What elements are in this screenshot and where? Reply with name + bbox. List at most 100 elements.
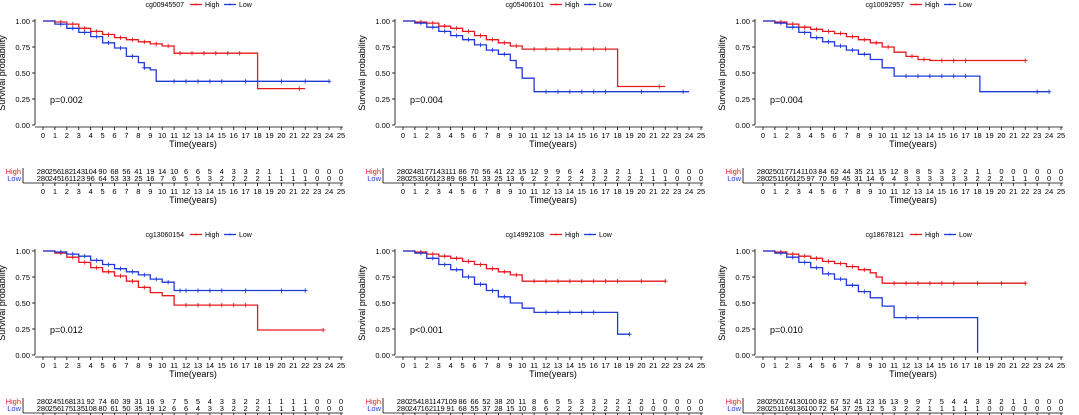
x-tick-label: 1 [53, 361, 57, 370]
x-tick-label: 25 [337, 131, 345, 140]
censor-mark-high [502, 40, 507, 46]
censor-mark-high [891, 281, 897, 286]
x-tick-label: 15 [578, 361, 586, 370]
risk-count-low: 6 [172, 174, 176, 183]
risk-count-low: 16 [146, 174, 154, 183]
risk-count-high: 100 [804, 397, 817, 406]
censor-mark-low [567, 89, 573, 94]
x-tick-label: 14 [206, 361, 214, 370]
censor-mark-low [802, 260, 807, 265]
risk-count-high: 5 [556, 397, 560, 406]
risk-count-low: 0 [675, 174, 679, 183]
x-tick-label: 11 [530, 361, 538, 370]
km-curve-high [43, 20, 306, 90]
censor-mark-low [70, 251, 75, 257]
censor-mark-low [790, 25, 795, 30]
x-tick-label: 14 [926, 131, 934, 140]
risk-count-low: 1 [291, 404, 295, 413]
y-tick-label: 0.00 [15, 121, 30, 130]
censor-mark-high [478, 262, 483, 267]
x-tick-label: 0 [41, 361, 45, 370]
x-tick-label: 23 [1033, 361, 1041, 370]
risk-count-high: 44 [842, 167, 850, 176]
risk-count-low: 1 [975, 404, 979, 413]
risk-count-high: 4 [580, 167, 584, 176]
risk-x-tick-label: 25 [1057, 187, 1065, 196]
censor-mark-low [567, 310, 573, 315]
legend-low-marker: + [588, 233, 592, 239]
risk-count-low: 3 [940, 174, 944, 183]
legend-low-marker: + [948, 3, 952, 9]
risk-x-tick-label: 11 [170, 187, 178, 196]
risk-count-high: 6 [544, 397, 548, 406]
risk-count-low: 2 [975, 174, 979, 183]
km-curve-low [43, 250, 306, 292]
risk-count-high: 2 [615, 397, 619, 406]
risk-count-high: 0 [339, 167, 343, 176]
censor-mark-high [909, 54, 915, 59]
risk-x-tick-label: 17 [241, 187, 249, 196]
x-tick-label: 7 [484, 131, 488, 140]
risk-x-tick-label: 22 [301, 187, 309, 196]
x-tick-label: 15 [578, 131, 586, 140]
risk-x-tick-label: 23 [313, 187, 321, 196]
censor-mark-low [850, 47, 855, 53]
risk-x-tick-label: 14 [206, 187, 214, 196]
risk-count-low: 1 [303, 174, 307, 183]
x-tick-label: 4 [449, 361, 453, 370]
x-tick-label: 19 [625, 361, 633, 370]
x-tick-label: 16 [950, 131, 958, 140]
censor-mark-high [231, 302, 236, 308]
risk-count-high: 2 [604, 397, 608, 406]
risk-count-low: 35 [134, 404, 142, 413]
risk-count-high: 31 [134, 397, 142, 406]
x-tick-label: 8 [496, 361, 500, 370]
censor-mark-low [903, 315, 909, 320]
risk-x-tick-label: 14 [566, 187, 574, 196]
risk-count-high: 1 [267, 167, 271, 176]
risk-count-low: 0 [1059, 174, 1063, 183]
risk-count-high: 0 [315, 167, 319, 176]
x-tick-label: 11 [890, 361, 898, 370]
risk-count-low: 251 [769, 174, 782, 183]
risk-count-high: 2 [627, 397, 631, 406]
risk-x-tick-label: 8 [136, 187, 140, 196]
risk-count-low: 6 [520, 174, 524, 183]
censor-mark-low [1034, 89, 1040, 94]
risk-x-tick-label: 17 [961, 187, 969, 196]
risk-count-low: 0 [699, 174, 703, 183]
risk-count-high: 8 [916, 167, 920, 176]
risk-count-low: 6 [172, 404, 176, 413]
censor-mark-high [82, 260, 87, 265]
risk-count-high: 8 [904, 167, 908, 176]
risk-count-high: 256 [49, 167, 62, 176]
legend-high-label: High [925, 2, 940, 9]
censor-mark-low [183, 288, 189, 293]
risk-x-tick-label: 0 [401, 187, 405, 196]
risk-count-high: 168 [61, 397, 74, 406]
x-tick-label: 24 [1045, 361, 1053, 370]
censor-mark-high [603, 46, 608, 52]
risk-count-high: 3 [244, 167, 248, 176]
risk-count-low: 2 [532, 174, 536, 183]
risk-count-low: 1 [279, 174, 283, 183]
censor-mark-high [237, 51, 242, 56]
risk-count-high: 0 [1059, 167, 1063, 176]
y-tick-label: 0.50 [735, 299, 750, 308]
censor-mark-low [579, 310, 584, 315]
risk-count-high: 9 [556, 167, 560, 176]
risk-count-low: 2 [580, 404, 584, 413]
risk-count-low: 2 [255, 404, 259, 413]
legend-high-marker: + [554, 3, 558, 9]
censor-mark-low [130, 269, 135, 274]
risk-count-low: 3 [892, 404, 896, 413]
censor-mark-high [555, 278, 561, 284]
risk-count-low: 125 [793, 174, 806, 183]
x-tick-label: 0 [401, 131, 405, 140]
x-tick-label: 2 [65, 361, 69, 370]
legend-high-marker: + [194, 3, 198, 9]
censor-mark-low [862, 289, 867, 294]
km-curve-high [763, 20, 1026, 62]
risk-count-high: 0 [699, 167, 703, 176]
censor-mark-high [567, 278, 573, 284]
